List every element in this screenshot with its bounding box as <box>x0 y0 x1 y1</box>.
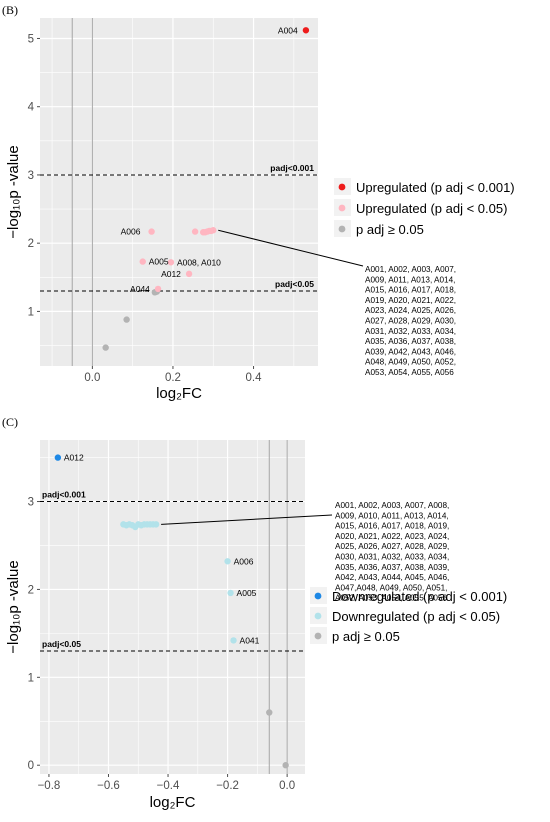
legend-key <box>338 183 346 191</box>
panel-c: (C) −0.8 −0.6 −0.4 −0.2 0.0 0 1 2 3 padj<0.001 padj… <box>2 415 507 811</box>
y-tick-label: 1 <box>28 672 34 684</box>
callout-line: A015, A016, A017, A018, <box>365 286 456 295</box>
point-label: A004 <box>278 25 298 35</box>
panel-label: (B) <box>2 3 18 17</box>
callout-line: A039, A042, A043, A046, <box>365 347 456 356</box>
callout-line: A027, A028, A029, A030, <box>365 317 456 326</box>
panel-label: (C) <box>2 415 18 429</box>
callout-line: A035, A036, A037, A038, <box>365 337 456 346</box>
callout-line: A019, A020, A021, A022, <box>365 296 456 305</box>
x-tick-label: 0.0 <box>84 372 100 384</box>
point-label: A012 <box>64 453 84 463</box>
legend-key <box>314 632 322 640</box>
point-label: A006 <box>234 556 254 566</box>
legend-key <box>314 612 322 620</box>
legend-key <box>314 592 322 600</box>
callout-line: A009, A011, A013, A014, <box>365 275 455 284</box>
threshold-label: padj<0.05 <box>42 639 81 649</box>
x-tick-label: 0.2 <box>165 372 181 384</box>
panel-b: (B) 0.0 0.2 0.4 1 2 3 4 5 padj<0.001 padj<0.05 A004… <box>2 3 515 402</box>
point-label: A041 <box>240 635 260 645</box>
data-point <box>210 227 217 234</box>
data-point <box>152 521 160 528</box>
plot-background <box>40 18 318 366</box>
threshold-label: padj<0.001 <box>270 163 314 173</box>
y-tick-label: 2 <box>28 238 34 250</box>
plot-background <box>40 440 305 774</box>
callout-line: A053, A054, A055, A056 <box>365 368 454 377</box>
y-tick-label: 2 <box>28 584 34 596</box>
legend-label: p adj ≥ 0.05 <box>332 629 400 644</box>
data-point <box>148 228 155 235</box>
legend-label: Downregulated (p adj < 0.001) <box>332 589 507 604</box>
x-axis-title: log₂FC <box>156 385 202 402</box>
y-axis-title: −log₁₀p -value <box>5 560 22 653</box>
legend-label: Downregulated (p adj < 0.05) <box>332 609 500 624</box>
point-label: A006 <box>121 227 141 237</box>
data-point <box>167 259 175 266</box>
callout-line: A025, A026, A027, A028, A029, <box>335 542 449 551</box>
callout-line: A052, A053, A054, A055, A056 <box>335 594 447 603</box>
threshold-label: padj<0.05 <box>275 279 314 289</box>
callout-connector <box>161 514 333 525</box>
y-tick-label: 5 <box>28 33 34 45</box>
data-point <box>227 589 234 597</box>
callout-line: A015, A016, A017, A018, A019, <box>335 522 449 531</box>
callout-line: A035, A036, A037, A038, A039, <box>335 563 449 572</box>
y-tick-label: 4 <box>28 102 35 114</box>
y-tick-label: 1 <box>28 306 34 318</box>
legend-key <box>338 225 346 233</box>
point-label: A005 <box>237 588 257 598</box>
callout-connector <box>218 229 364 267</box>
data-point <box>139 258 146 265</box>
x-tick-label: −0.2 <box>216 780 239 792</box>
callout-line: A030, A031, A032, A033, A034, <box>335 553 449 562</box>
callout-line: A020, A021, A022, A023, A024, <box>335 532 449 541</box>
legend-label: Upregulated (p adj < 0.001) <box>356 180 515 195</box>
x-tick-label: −0.8 <box>38 780 61 792</box>
data-point <box>282 762 289 769</box>
legend-key <box>338 204 346 212</box>
data-point <box>102 344 109 351</box>
callout-line: A023, A024, A025, A026, <box>365 306 456 315</box>
callout-line: A048, A049, A050, A052, <box>365 358 456 367</box>
data-point <box>224 558 231 565</box>
callout-line: A042, A043, A044, A045, A046, <box>335 573 449 582</box>
callout-line: A031, A032, A033, A034, <box>365 327 456 336</box>
x-tick-label: 0.0 <box>279 780 295 792</box>
data-point <box>54 454 62 461</box>
x-tick-label: 0.4 <box>246 372 263 384</box>
y-axis-title: −log₁₀p -value <box>5 145 22 238</box>
callout-line: A009, A010, A011, A013, A014, <box>335 511 449 520</box>
data-point <box>185 270 193 278</box>
x-axis-title: log₂FC <box>150 794 196 811</box>
data-point <box>191 228 199 235</box>
callout-line: A001, A002, A003, A007, A008, <box>335 501 449 510</box>
callout-line: A001, A002, A003, A007, <box>365 265 456 274</box>
data-point <box>302 27 310 34</box>
y-tick-label: 3 <box>28 497 34 509</box>
callout-line: A047,A048, A049, A050, A051, <box>335 583 447 592</box>
point-label: A012 <box>161 269 181 279</box>
threshold-label: padj<0.001 <box>42 490 86 500</box>
x-tick-label: −0.6 <box>97 780 120 792</box>
point-label: A005 <box>149 257 169 267</box>
point-label: A044 <box>130 284 150 294</box>
data-point <box>230 637 237 644</box>
x-tick-label: −0.4 <box>157 780 180 792</box>
legend-label: Upregulated (p adj < 0.05) <box>356 201 507 216</box>
y-tick-label: 3 <box>28 170 34 182</box>
legend-label: p adj ≥ 0.05 <box>356 222 424 237</box>
point-label: A008, A010 <box>177 257 221 267</box>
y-tick-label: 0 <box>28 760 34 772</box>
data-point <box>123 316 130 323</box>
data-point <box>266 709 273 716</box>
data-point <box>154 285 162 293</box>
